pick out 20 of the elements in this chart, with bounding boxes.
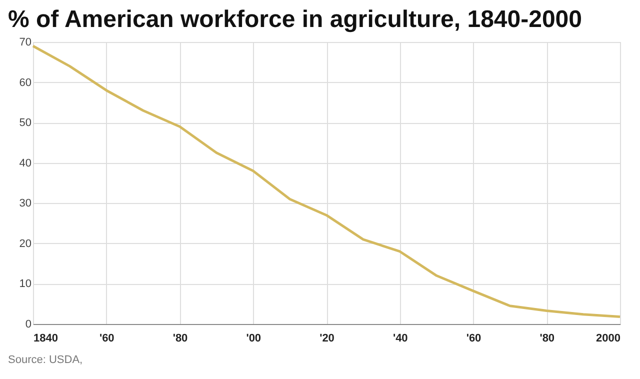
y-tick-label: 10 [19,278,32,290]
source-note: Source: USDA, [8,354,83,366]
y-tick-label: 50 [19,117,32,130]
x-tick-label: '80 [172,332,188,344]
y-tick-label: 40 [19,157,32,170]
x-tick-label: '60 [466,332,482,344]
x-tick-label: '00 [246,332,262,344]
x-tick-label: 1840 [34,332,58,344]
y-tick-label: 0 [25,318,32,330]
y-tick-label: 70 [19,36,32,48]
x-tick-label: '20 [320,332,334,344]
y-tick-label: 30 [19,198,32,210]
x-tick-label: '40 [392,332,408,344]
y-tick-label: 60 [19,76,32,89]
chart-title: % of American workforce in agriculture, 1840-2000 [8,6,582,33]
line-series [32,44,622,318]
x-tick-label: '80 [540,332,555,344]
y-tick-label: 20 [19,238,32,250]
x-tick-label: 2000 [596,332,620,344]
x-tick-label: '60 [99,332,114,344]
